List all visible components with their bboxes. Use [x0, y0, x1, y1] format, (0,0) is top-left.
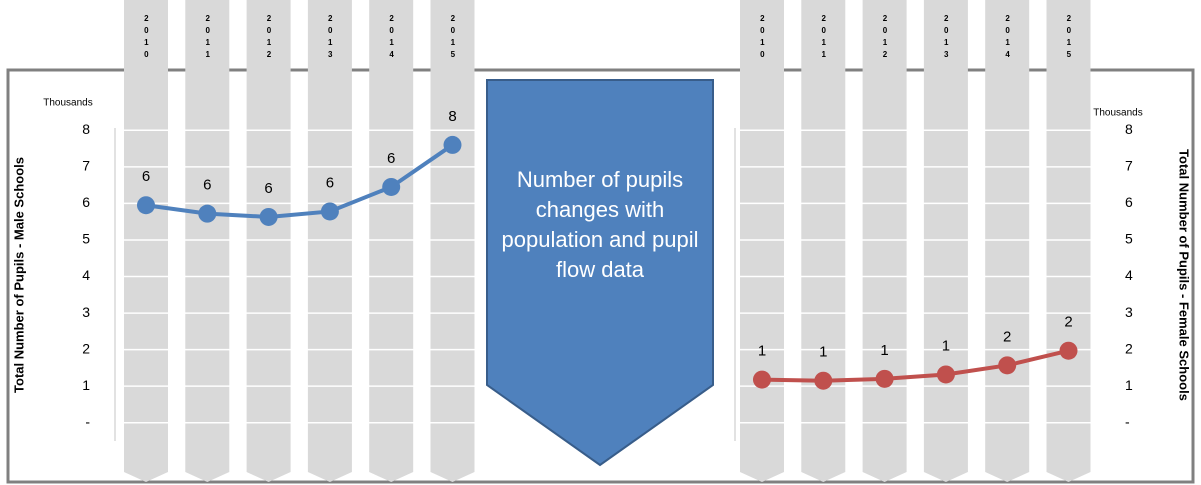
point [753, 370, 771, 389]
x-tick-label: 2014 [1003, 14, 1012, 62]
y-tick-label: - [85, 413, 90, 429]
category-stripe [124, 0, 168, 482]
y-tick-label: 3 [82, 304, 90, 320]
y-tick-label: 1 [1125, 377, 1133, 393]
frame [6, 68, 1195, 484]
y-tick-label: 3 [1125, 304, 1133, 320]
data-label: 1 [880, 342, 888, 359]
category-stripe [862, 0, 907, 482]
x-tick-label: 2011 [203, 14, 212, 62]
stripes [124, 0, 1091, 482]
x-tick-label: 2012 [264, 14, 273, 62]
x-tick-label: 2013 [942, 14, 951, 62]
point [1059, 341, 1078, 360]
data-label: 1 [758, 343, 766, 360]
point [814, 371, 833, 390]
y-tick-label: 6 [82, 194, 90, 210]
category-stripe [185, 0, 230, 482]
point [443, 135, 462, 154]
x-tick-label: 2011 [819, 14, 828, 62]
category-stripe [740, 0, 784, 482]
point [137, 196, 155, 215]
x-tick-label: 2012 [880, 14, 889, 62]
data-label: 6 [326, 174, 334, 191]
data-label: 6 [142, 168, 150, 185]
data-label: 1 [942, 337, 950, 354]
point [198, 204, 217, 223]
y-tick-label: 2 [1125, 340, 1133, 356]
callout-box: Number of pupils changes with population… [501, 167, 699, 282]
point [875, 369, 894, 388]
callout-arrow [486, 79, 714, 467]
y-axis-title: Total Number of Pupils - Male Schools [11, 157, 26, 393]
x-tick-label: 2013 [326, 14, 335, 62]
point [259, 207, 278, 226]
category-stripe [307, 0, 352, 482]
point [998, 356, 1017, 375]
category-stripe [430, 0, 475, 482]
x-tick-label: 2014 [387, 14, 396, 62]
series-line [145, 143, 454, 219]
category-stripe [985, 0, 1030, 482]
x-tick-label: 2010 [142, 14, 151, 62]
data-label: 2 [1064, 314, 1072, 331]
data-label: 8 [448, 108, 456, 125]
category-stripe [1046, 0, 1091, 482]
point [320, 202, 339, 221]
unit-label: Thousands [1093, 108, 1142, 119]
y-axis-title: Total Number of Pupils - Female Schools [1177, 149, 1192, 401]
series-line [761, 348, 1069, 383]
category-stripe [369, 0, 414, 482]
data-label: 2 [1003, 328, 1011, 345]
callout-text: Number of pupils changes with population… [501, 167, 699, 282]
unit-label: Thousands [43, 98, 92, 109]
data-label: 6 [203, 177, 211, 194]
y-tick-label: 5 [82, 231, 90, 247]
y-tick-label: 4 [1125, 267, 1133, 283]
category-stripe [246, 0, 291, 482]
point [936, 365, 955, 384]
y-tick-label: 4 [82, 267, 90, 283]
y-tick-label: 8 [82, 121, 90, 137]
x-tick-label: 2015 [448, 14, 457, 62]
x-tick-label: 2010 [758, 14, 767, 62]
category-stripe [801, 0, 846, 482]
y-tick-label: 7 [1125, 158, 1133, 174]
x-tick-label: 2015 [1064, 14, 1073, 62]
data-label: 6 [387, 150, 395, 167]
y-tick-label: 2 [82, 340, 90, 356]
y-tick-label: 8 [1125, 121, 1133, 137]
point [382, 177, 401, 196]
category-stripe [923, 0, 968, 482]
data-label: 6 [264, 180, 272, 197]
y-tick-label: - [1125, 413, 1130, 429]
y-tick-label: 6 [1125, 194, 1133, 210]
y-tick-label: 7 [82, 158, 90, 174]
y-tick-label: 5 [1125, 231, 1133, 247]
y-tick-label: 1 [82, 377, 90, 393]
data-label: 1 [819, 344, 827, 361]
